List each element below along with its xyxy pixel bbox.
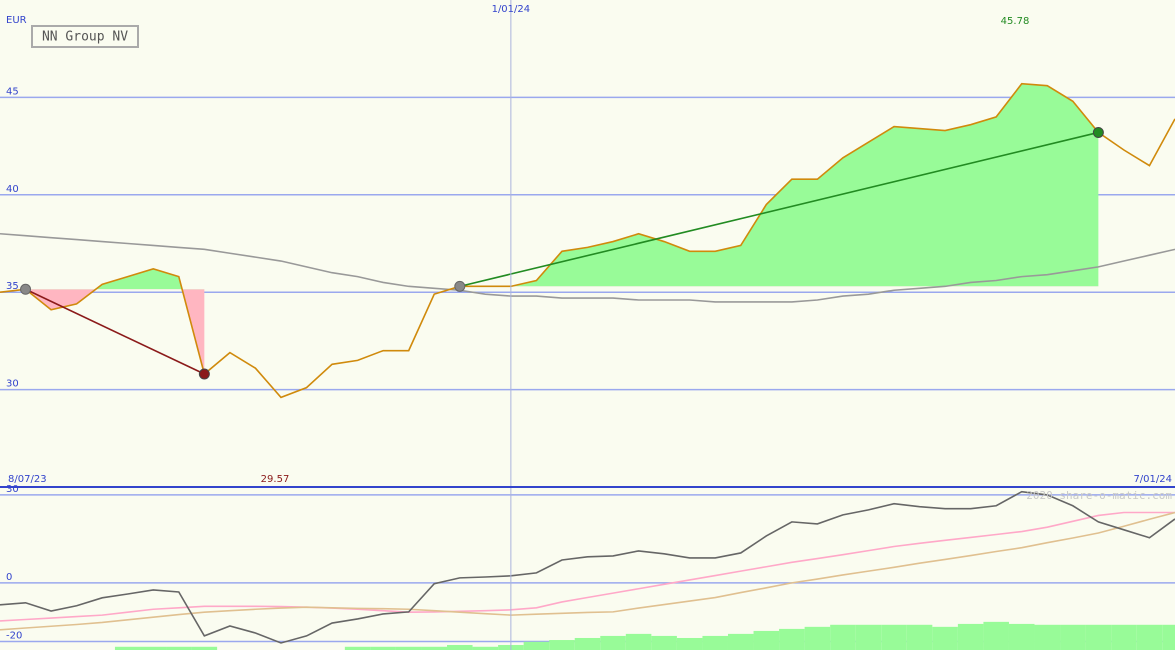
bar xyxy=(1008,623,1035,650)
bar xyxy=(932,626,958,650)
bar xyxy=(881,624,907,650)
bar xyxy=(702,635,728,650)
bar xyxy=(779,628,805,650)
bar xyxy=(166,646,192,650)
bar xyxy=(1060,624,1086,650)
bar xyxy=(114,646,141,650)
bar xyxy=(600,635,626,650)
max-annotation: 45.78 xyxy=(1001,16,1030,27)
signal-marker xyxy=(454,280,466,292)
bar xyxy=(1136,624,1163,650)
bar xyxy=(1085,624,1112,650)
bar xyxy=(676,637,703,650)
signal-fill xyxy=(25,268,205,290)
series-line xyxy=(0,490,1175,644)
bar xyxy=(370,646,396,650)
bar xyxy=(855,624,882,650)
bar xyxy=(983,621,1009,650)
signal-line xyxy=(459,131,1099,288)
bar xyxy=(523,641,550,650)
bar xyxy=(140,646,167,650)
bar xyxy=(574,637,601,650)
bar xyxy=(1034,624,1061,650)
bar xyxy=(1111,624,1137,650)
bar xyxy=(727,633,754,650)
bar xyxy=(830,624,856,650)
y-tick-label: 35 xyxy=(6,281,19,292)
series-line xyxy=(0,82,1175,399)
bar xyxy=(753,630,780,650)
chart-title: NN Group NV xyxy=(42,30,128,45)
bar xyxy=(191,646,218,650)
copyright: 2020 share-o-matic.com xyxy=(1026,489,1172,502)
signal-marker xyxy=(198,368,210,380)
bar xyxy=(395,646,422,650)
signal-marker xyxy=(1092,126,1104,138)
currency-label: EUR xyxy=(6,15,27,26)
series-line xyxy=(0,511,1175,622)
bar xyxy=(549,640,575,650)
title-box xyxy=(31,25,139,48)
bar xyxy=(472,646,499,650)
min-annotation: 29.57 xyxy=(261,474,290,485)
y-tick-label: -20 xyxy=(6,630,22,641)
y-tick-label: 0 xyxy=(6,572,12,583)
x-tick-label: 1/01/24 xyxy=(492,4,531,15)
y-tick-label: 30 xyxy=(6,484,19,495)
x-tick-label: 8/07/23 xyxy=(8,474,47,485)
bar xyxy=(804,626,831,650)
series-line xyxy=(0,232,1175,303)
y-tick-label: 30 xyxy=(6,379,19,390)
signal-line xyxy=(25,288,205,375)
bar xyxy=(957,623,984,650)
signal-fill xyxy=(459,83,1099,287)
bar xyxy=(447,645,473,650)
y-tick-label: 40 xyxy=(6,184,19,195)
bar xyxy=(1162,624,1175,650)
bar xyxy=(344,646,371,650)
bar xyxy=(906,624,933,650)
series-line xyxy=(0,511,1175,631)
x-tick-label: 7/01/24 xyxy=(1133,474,1172,485)
y-tick-label: 45 xyxy=(6,86,19,97)
signal-marker xyxy=(20,283,32,295)
bar xyxy=(625,633,652,650)
bar xyxy=(651,635,677,650)
bar xyxy=(421,646,448,650)
